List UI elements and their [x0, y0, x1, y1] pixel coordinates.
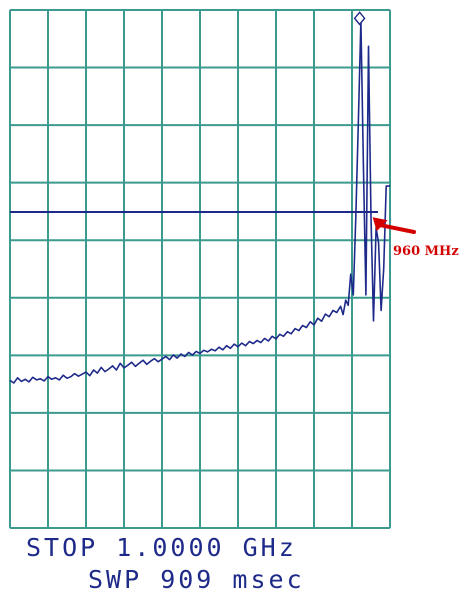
stop-frequency-readout: STOP 1.0000 GHz [26, 533, 297, 562]
sweep-time-readout: SWP 909 msec [88, 565, 305, 594]
frequency-annotation-label: 960 MHz [393, 244, 459, 259]
grid [9, 9, 391, 529]
overlay-layer [353, 11, 416, 234]
annotation-arrow-shaft [378, 223, 416, 234]
annotation-arrow-head [372, 217, 388, 232]
chart-plot [9, 9, 416, 529]
trace-layer [9, 19, 390, 384]
trace-line [9, 19, 390, 384]
marker-diamond [353, 11, 366, 26]
